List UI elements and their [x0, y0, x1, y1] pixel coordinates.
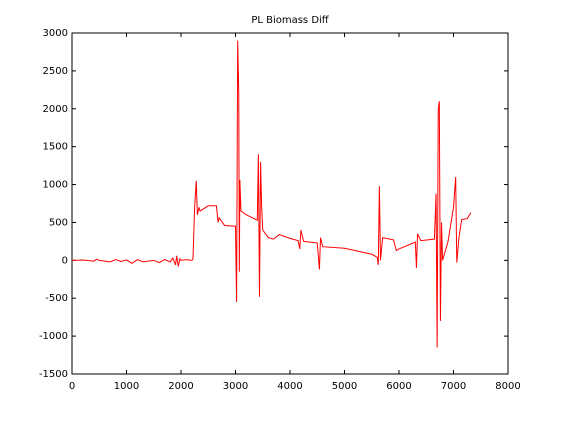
x-tick-label: 7000	[441, 381, 466, 392]
x-tick-label: 6000	[386, 381, 411, 392]
x-tick-label: 2000	[168, 381, 193, 392]
y-tick-label: 1500	[43, 142, 68, 153]
plot-frame	[71, 32, 509, 375]
y-tick-label: -500	[45, 293, 68, 304]
x-tick-label: 0	[69, 381, 75, 392]
y-tick-label: -1500	[39, 369, 68, 380]
y-tick-label: 2000	[43, 104, 68, 115]
x-tick-label: 3000	[223, 381, 248, 392]
y-tick-label: 0	[62, 255, 68, 266]
y-tick-label: -1000	[39, 331, 68, 342]
chart-title: PL Biomass Diff	[251, 15, 329, 26]
y-tick-label: 2500	[43, 66, 68, 77]
x-tick-label: 8000	[495, 381, 520, 392]
y-tick-label: 500	[49, 217, 68, 228]
data-line	[71, 40, 472, 348]
y-tick-label: 3000	[43, 28, 68, 39]
x-tick-label: 4000	[277, 381, 302, 392]
x-tick-label: 5000	[332, 381, 357, 392]
y-tick-label: 1000	[43, 180, 68, 191]
x-tick-label: 1000	[114, 381, 139, 392]
